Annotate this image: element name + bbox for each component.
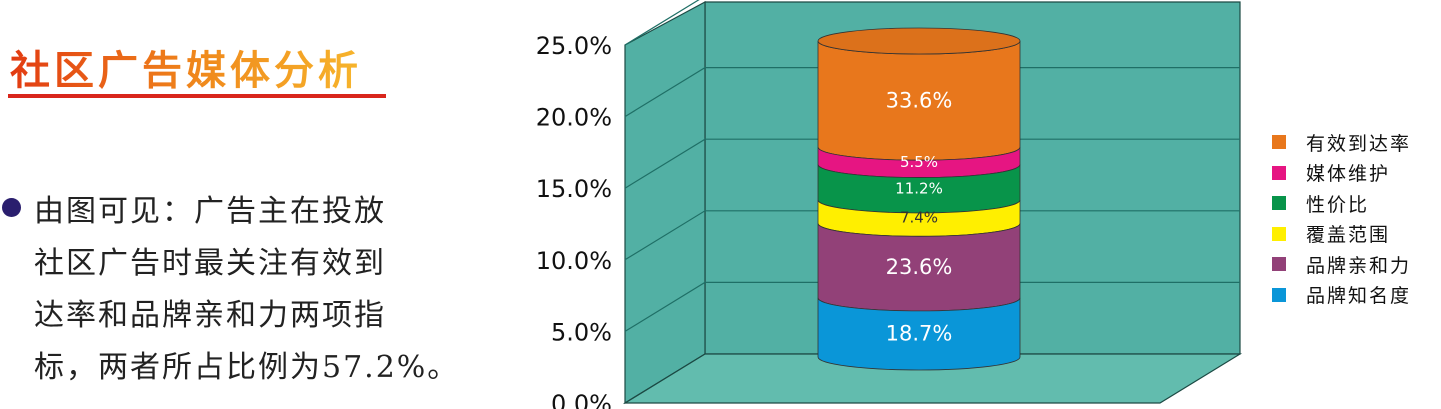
description-line: 社区广告时最关注有效到 (34, 246, 386, 281)
legend-label: 有效到达率 (1306, 132, 1412, 155)
legend-item: 品牌知名度 (1272, 280, 1411, 311)
legend-label: 品牌知名度 (1306, 285, 1412, 308)
data-label: 11.2% (895, 179, 943, 197)
legend-item: 有效到达率 (1272, 127, 1411, 158)
gridline (624, 281, 1240, 332)
gridline (624, 66, 1240, 118)
data-label: 5.5% (900, 153, 938, 171)
page-title: 社区广告媒体分析 (10, 38, 362, 96)
cylinder-segment (817, 297, 1021, 371)
y-tick-label: 15.0% (536, 175, 612, 203)
legend-item: 媒体维护 (1272, 158, 1411, 189)
legend-label: 覆盖范围 (1306, 224, 1391, 247)
y-tick-label: 5.0% (551, 318, 612, 346)
legend-swatch (1272, 226, 1286, 241)
legend-item: 品牌亲和力 (1272, 249, 1411, 280)
description-line: 由图可见：广告主在投放 (34, 194, 386, 229)
stacked-cylinder: 18.7% 23.6% 7.4% 11.2% 5.5% 33.6% (817, 27, 1021, 371)
bullet-dot-icon (2, 198, 21, 217)
description-text: 由图可见：广告主在投放 社区广告时最关注有效到 达率和品牌亲和力两项指 标，两者… (34, 186, 494, 394)
legend-label: 性价比 (1306, 193, 1370, 216)
title-underline (8, 94, 386, 98)
y-tick-label: 25.0% (536, 32, 612, 60)
y-tick-label: 0.0% (551, 390, 612, 409)
y-axis-ticks: 0.0% 5.0% 10.0% 15.0% 20.0% 25.0% (536, 32, 612, 409)
cylinder-top-cap (817, 27, 1021, 55)
chart-legend: 有效到达率媒体维护性价比覆盖范围品牌亲和力品牌知名度 (1272, 127, 1411, 310)
description-line: 标，两者所占比例为57.2%。 (34, 350, 460, 385)
legend-item: 性价比 (1272, 188, 1411, 219)
legend-swatch (1272, 165, 1286, 180)
gridline (624, 138, 1240, 189)
legend-swatch (1272, 257, 1286, 272)
data-label: 33.6% (886, 88, 953, 112)
gridline (624, 0, 700, 46)
gridline (624, 210, 1240, 261)
legend-label: 品牌亲和力 (1306, 254, 1412, 277)
description-line: 达率和品牌亲和力两项指 (34, 298, 386, 333)
floor-edge (624, 353, 706, 404)
legend-item: 覆盖范围 (1272, 219, 1411, 250)
legend-swatch (1272, 196, 1286, 211)
data-label: 23.6% (886, 255, 953, 279)
y-tick-label: 20.0% (536, 104, 612, 132)
legend-swatch (1272, 135, 1286, 150)
y-tick-label: 10.0% (536, 247, 612, 275)
left-wall (624, 0, 706, 405)
legend-label: 媒体维护 (1306, 163, 1391, 186)
legend-swatch (1272, 287, 1286, 302)
data-label: 7.4% (900, 209, 938, 227)
data-label: 18.7% (886, 322, 953, 346)
